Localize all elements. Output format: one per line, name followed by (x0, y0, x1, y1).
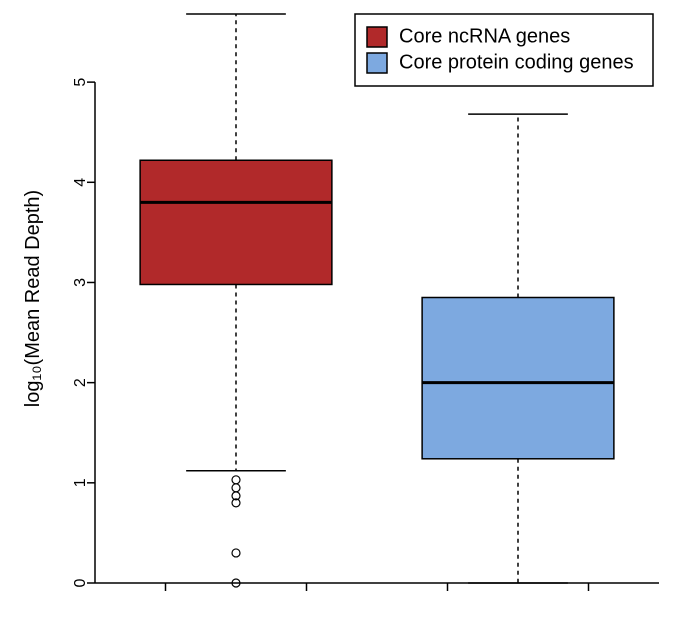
legend-swatch (367, 53, 387, 73)
legend-swatch (367, 27, 387, 47)
y-tick-label: 5 (72, 78, 89, 87)
y-tick-label: 0 (72, 578, 89, 587)
legend-label: Core ncRNA genes (399, 25, 570, 47)
y-tick-label: 2 (72, 378, 89, 387)
box (422, 297, 614, 458)
chart-svg: 0 1 2 3 4 5 log₁₀(Mean Read Depth) Core ncRNA g… (0, 0, 679, 623)
y-tick-label: 4 (72, 178, 89, 187)
y-axis-label: log₁₀(Mean Read Depth) (22, 190, 44, 407)
y-tick-label: 3 (72, 278, 89, 287)
box (140, 160, 332, 284)
legend-label: Core protein coding genes (399, 51, 634, 73)
boxplot-chart: 0 1 2 3 4 5 log₁₀(Mean Read Depth) Core ncRNA g… (0, 0, 679, 623)
y-tick-label: 1 (72, 478, 89, 487)
